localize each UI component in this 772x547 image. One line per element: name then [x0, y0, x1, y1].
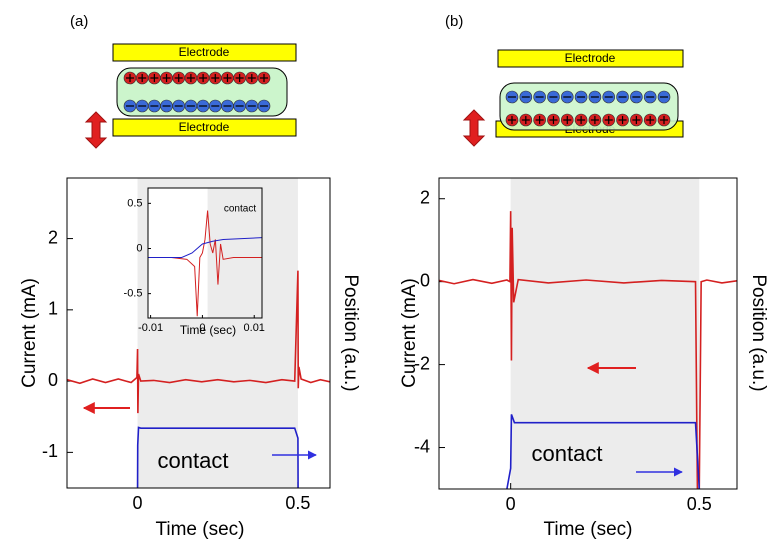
electrode [112, 118, 297, 137]
y-tick-label: -2 [414, 353, 430, 373]
x-tick-label: 0.5 [285, 493, 310, 513]
chart: 0 0.5 -4 -2 0 2 contact Time (sec) Current (mA) P… [399, 177, 769, 540]
panel-label: (a) [70, 13, 88, 30]
plot-frame [147, 187, 263, 319]
contact-region [510, 178, 700, 489]
y-tick-label: 0 [48, 370, 58, 390]
panel-label: (b) [445, 13, 463, 30]
x-axis-label: Time (sec) [155, 519, 244, 540]
series-line [439, 211, 737, 489]
y-tick-label: 2 [420, 187, 430, 207]
y-tick-label: 1 [48, 299, 58, 319]
x-tick-label: 0 [506, 494, 516, 514]
charge-row [123, 71, 271, 85]
y-tick-label: -4 [414, 436, 430, 456]
y-tick-label: -0.5 [124, 288, 143, 300]
x-tick-label: 0.01 [244, 322, 265, 334]
y-tick-label: 0 [420, 270, 430, 290]
y-tick-label: 0 [136, 242, 142, 254]
electrode [497, 49, 684, 68]
chart: -0.01 0 0.01 -0.5 0 0.5 contact Time (sec) [124, 187, 265, 337]
y-tick-label: 0.5 [127, 197, 142, 209]
y-axis-label: Current (mA) [19, 278, 40, 388]
plot-frame [438, 177, 738, 490]
contact-region [207, 188, 262, 318]
series-line [148, 237, 262, 259]
plot-frame [66, 177, 331, 489]
x-axis-label: Time (sec) [180, 323, 236, 337]
x-tick-label: 0.5 [687, 494, 712, 514]
charge-row [505, 90, 671, 104]
annotation: contact [532, 441, 603, 466]
electrode-label: Electrode [179, 120, 230, 134]
motion-arrow [462, 109, 486, 147]
electrode [112, 43, 297, 62]
series-line [67, 270, 330, 414]
x-tick-label: 0 [133, 493, 143, 513]
annotation: contact [224, 204, 256, 215]
y2-axis-label: Position (a.u.) [748, 274, 769, 391]
x-tick-label: -0.01 [138, 322, 163, 334]
y-tick-label: 2 [48, 227, 58, 247]
annotation: contact [158, 448, 229, 473]
charge-row [123, 99, 271, 113]
x-axis-label: Time (sec) [543, 519, 632, 540]
charts: 0 0.5 -1 0 1 2 contact Time (sec) Current (mA) Po… [19, 177, 769, 540]
electrode-label: Electrode [179, 45, 230, 59]
series-line [506, 414, 701, 489]
y2-axis-label: Position (a.u.) [340, 274, 361, 391]
motion-arrow [84, 111, 108, 149]
electrode-label: Electrode [565, 51, 616, 65]
charge-row [505, 113, 671, 127]
y-tick-label: -1 [42, 441, 58, 461]
x-tick-label: 0 [199, 322, 205, 334]
series-line [148, 210, 262, 317]
series-line [136, 426, 299, 488]
y-axis-label: Current (mA) [399, 278, 420, 388]
